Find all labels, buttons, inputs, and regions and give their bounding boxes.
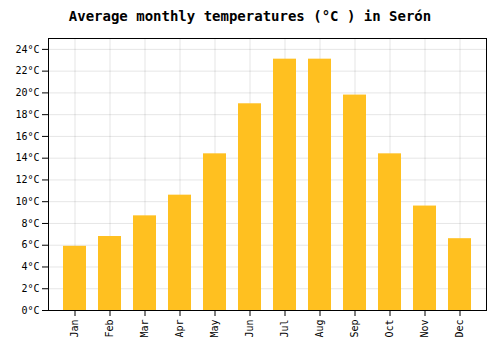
- svg-text:0°C: 0°C: [21, 305, 39, 316]
- svg-text:Jul: Jul: [279, 320, 290, 338]
- svg-text:10°C: 10°C: [15, 196, 39, 207]
- svg-text:2°C: 2°C: [21, 283, 39, 294]
- svg-text:Sep: Sep: [349, 320, 360, 338]
- svg-text:Jan: Jan: [69, 320, 80, 338]
- svg-text:Jun: Jun: [244, 320, 255, 338]
- svg-text:18°C: 18°C: [15, 109, 39, 120]
- svg-text:Aug: Aug: [314, 320, 325, 338]
- svg-text:12°C: 12°C: [15, 174, 39, 185]
- svg-text:Apr: Apr: [174, 320, 185, 338]
- svg-text:Oct: Oct: [384, 320, 395, 338]
- svg-text:6°C: 6°C: [21, 239, 39, 250]
- svg-text:22°C: 22°C: [15, 65, 39, 76]
- html-text:Average monthly temperatures (: Average monthly temperatures (°C ) in Se…: [68, 8, 432, 24]
- svg-text:24°C: 24°C: [15, 44, 39, 55]
- svg-text:Dec: Dec: [454, 320, 465, 338]
- svg-text:Nov: Nov: [419, 320, 430, 338]
- svg-text:16°C: 16°C: [15, 131, 39, 142]
- svg-text:Mar: Mar: [139, 320, 150, 338]
- svg-text:20°C: 20°C: [15, 87, 39, 98]
- svg-text:14°C: 14°C: [15, 152, 39, 163]
- svg-text:May: May: [209, 320, 220, 338]
- svg-text:4°C: 4°C: [21, 261, 39, 272]
- svg-text:8°C: 8°C: [21, 218, 39, 229]
- svg-text:Feb: Feb: [104, 320, 115, 338]
